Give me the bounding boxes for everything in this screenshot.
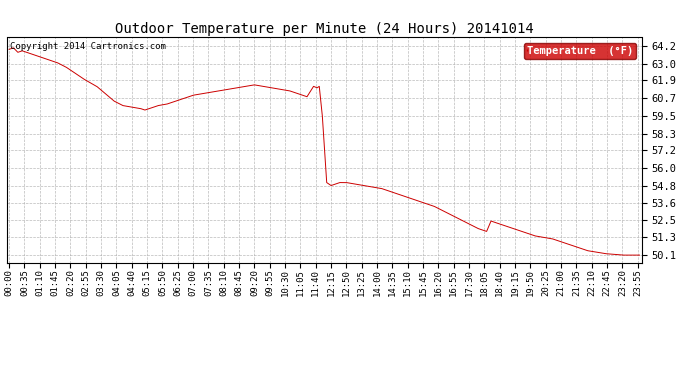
Title: Outdoor Temperature per Minute (24 Hours) 20141014: Outdoor Temperature per Minute (24 Hours… [115,22,533,36]
Text: Copyright 2014 Cartronics.com: Copyright 2014 Cartronics.com [10,42,166,51]
Legend: Temperature  (°F): Temperature (°F) [524,43,636,59]
